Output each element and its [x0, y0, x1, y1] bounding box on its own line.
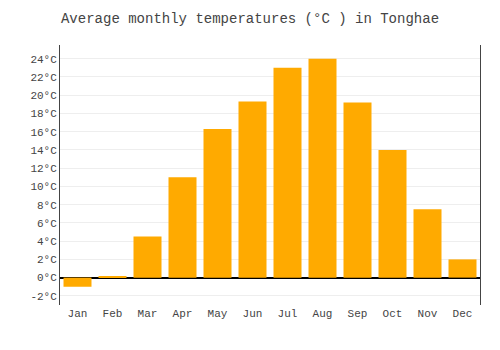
svg-text:0°C: 0°C: [37, 272, 57, 284]
svg-text:20°C: 20°C: [30, 90, 57, 102]
svg-text:Nov: Nov: [418, 308, 438, 320]
svg-text:Dec: Dec: [453, 308, 473, 320]
svg-text:Aug: Aug: [313, 308, 333, 320]
svg-text:-2°C: -2°C: [30, 291, 57, 303]
svg-text:Jun: Jun: [243, 308, 263, 320]
svg-text:22°C: 22°C: [30, 72, 57, 84]
svg-text:Average monthly temperatures (: Average monthly temperatures (°C ) in To…: [61, 11, 439, 27]
svg-text:8°C: 8°C: [37, 200, 57, 212]
svg-text:Feb: Feb: [103, 308, 123, 320]
svg-text:18°C: 18°C: [30, 108, 57, 120]
svg-text:Mar: Mar: [138, 308, 158, 320]
svg-text:10°C: 10°C: [30, 181, 57, 193]
svg-text:Jan: Jan: [68, 308, 88, 320]
svg-text:4°C: 4°C: [37, 236, 57, 248]
svg-text:12°C: 12°C: [30, 163, 57, 175]
svg-text:Sep: Sep: [348, 308, 368, 320]
svg-text:May: May: [208, 308, 228, 320]
svg-text:16°C: 16°C: [30, 127, 57, 139]
svg-text:Apr: Apr: [173, 308, 193, 320]
svg-text:Oct: Oct: [383, 308, 403, 320]
svg-text:24°C: 24°C: [30, 54, 57, 66]
svg-text:Jul: Jul: [278, 308, 298, 320]
svg-text:6°C: 6°C: [37, 218, 57, 230]
svg-text:14°C: 14°C: [30, 145, 57, 157]
svg-text:2°C: 2°C: [37, 254, 57, 266]
